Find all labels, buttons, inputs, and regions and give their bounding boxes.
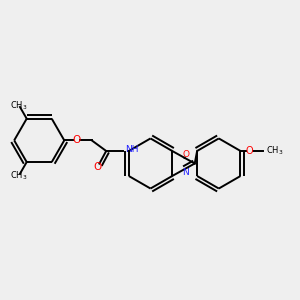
Text: N: N (182, 168, 189, 177)
Text: O: O (245, 146, 253, 156)
Text: CH$_3$: CH$_3$ (266, 145, 283, 157)
Text: CH$_3$: CH$_3$ (10, 169, 28, 182)
Text: O: O (72, 135, 80, 146)
Text: O: O (94, 162, 102, 172)
Text: O: O (182, 150, 189, 159)
Text: CH$_3$: CH$_3$ (10, 99, 28, 112)
Text: NH: NH (125, 145, 139, 154)
